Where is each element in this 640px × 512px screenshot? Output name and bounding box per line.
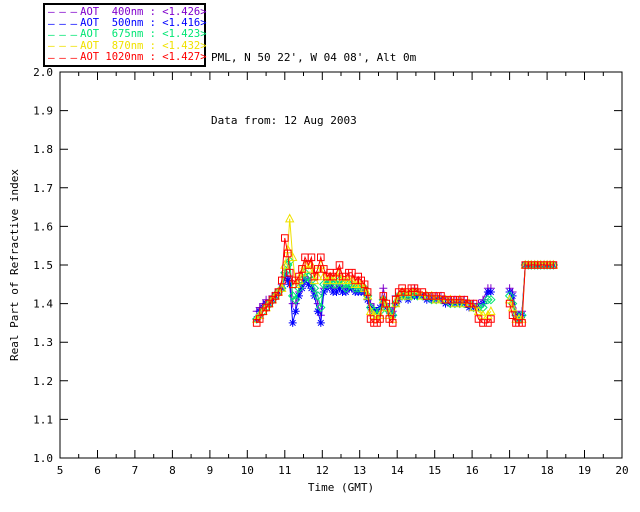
x-tick-label: 9 bbox=[207, 464, 214, 477]
x-tick-label: 18 bbox=[540, 464, 553, 477]
legend-label: AOT 675nm : <1.423> bbox=[80, 28, 207, 41]
x-tick-label: 6 bbox=[94, 464, 101, 477]
x-tick-label: 7 bbox=[132, 464, 139, 477]
y-tick-label: 2.0 bbox=[33, 66, 53, 79]
x-tick-label: 10 bbox=[241, 464, 254, 477]
x-tick-label: 13 bbox=[353, 464, 366, 477]
y-tick-label: 1.6 bbox=[33, 220, 53, 233]
date-info: Data from: 12 Aug 2003 bbox=[211, 114, 357, 127]
y-tick-label: 1.5 bbox=[33, 259, 53, 272]
y-axis-title: Real Part of Refractive index bbox=[8, 169, 21, 361]
x-tick-label: 5 bbox=[57, 464, 64, 477]
legend-entry-1020nm: — — — AOT 1020nm : <1.427> bbox=[48, 50, 207, 64]
legend-entry-500nm: — — — AOT 500nm : <1.416> bbox=[48, 16, 207, 30]
x-tick-label: 14 bbox=[391, 464, 405, 477]
legend-entry-400nm: — — — AOT 400nm : <1.426> bbox=[48, 5, 207, 19]
legend-line-sample: — — — bbox=[48, 27, 77, 41]
x-tick-label: 20 bbox=[615, 464, 628, 477]
y-tick-label: 1.7 bbox=[33, 182, 53, 195]
x-tick-label: 12 bbox=[316, 464, 329, 477]
y-tick-label: 1.2 bbox=[33, 375, 53, 388]
plot-header: PML, N 50 22', W 04 08', Alt 0m Data fro… bbox=[211, 5, 416, 173]
x-tick-label: 16 bbox=[465, 464, 478, 477]
y-tick-label: 1.9 bbox=[33, 105, 53, 118]
station-info: PML, N 50 22', W 04 08', Alt 0m bbox=[211, 51, 417, 64]
x-axis-title: Time (GMT) bbox=[308, 481, 374, 494]
x-tick-label: 17 bbox=[503, 464, 516, 477]
legend-line-sample: — — — bbox=[48, 5, 77, 19]
legend-label: AOT 400nm : <1.426> bbox=[80, 5, 207, 18]
legend-line-sample: — — — bbox=[48, 39, 77, 53]
legend-label: AOT 1020nm : <1.427> bbox=[80, 51, 207, 64]
y-tick-label: 1.8 bbox=[33, 143, 53, 156]
y-tick-label: 1.1 bbox=[33, 413, 53, 426]
y-tick-label: 1.0 bbox=[33, 452, 53, 465]
x-tick-label: 8 bbox=[169, 464, 176, 477]
legend-entry-870nm: — — — AOT 870nm : <1.432> bbox=[48, 39, 207, 53]
legend-line-sample: — — — bbox=[48, 16, 77, 30]
x-tick-label: 15 bbox=[428, 464, 441, 477]
y-tick-label: 1.4 bbox=[33, 298, 53, 311]
axis-ticks bbox=[60, 72, 622, 458]
series-markers-1020nm bbox=[252, 234, 558, 327]
legend-line-sample: — — — bbox=[48, 50, 77, 64]
legend-label: AOT 500nm : <1.416> bbox=[80, 17, 207, 30]
legend-entry-675nm: — — — AOT 675nm : <1.423> bbox=[48, 27, 207, 41]
y-tick-label: 1.3 bbox=[33, 336, 53, 349]
legend-label: AOT 870nm : <1.432> bbox=[80, 39, 207, 52]
x-tick-label: 11 bbox=[278, 464, 291, 477]
legend-box: — — — AOT 400nm : <1.426> — — — AOT 500n… bbox=[43, 3, 207, 67]
x-tick-label: 19 bbox=[578, 464, 591, 477]
